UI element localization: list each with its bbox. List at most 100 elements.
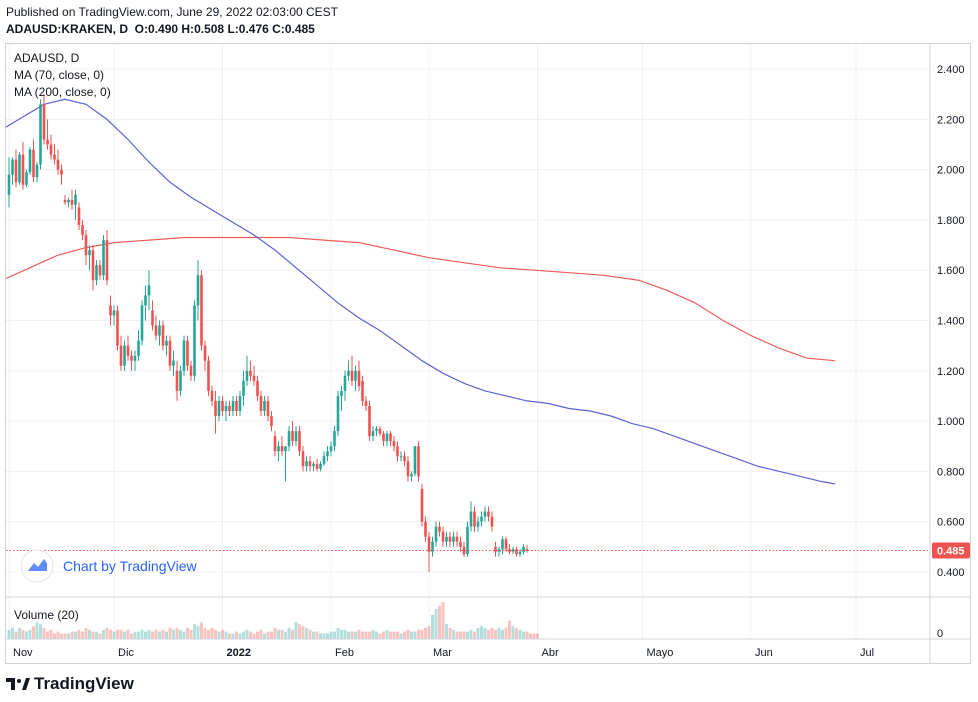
- candle: [466, 521, 469, 557]
- volume-bar: [207, 629, 210, 639]
- volume-bar: [249, 631, 252, 639]
- volume-bar: [277, 629, 280, 639]
- candle: [389, 431, 392, 447]
- candle: [126, 335, 130, 361]
- published-caption: Published on TradingView.com, June 29, 2…: [6, 5, 338, 19]
- candle: [238, 390, 242, 417]
- candle: [490, 511, 494, 532]
- y-tick-label: 2.000: [937, 165, 965, 177]
- volume-bar: [147, 629, 151, 639]
- candle: [368, 400, 371, 442]
- candle: [189, 360, 193, 381]
- y-tick-label: 1.000: [937, 416, 965, 428]
- candle: [49, 134, 53, 160]
- candle: [151, 300, 154, 331]
- candle: [525, 544, 529, 553]
- volume-bar: [81, 631, 84, 639]
- close-label: C:: [272, 22, 285, 36]
- candle: [228, 400, 231, 417]
- candle: [249, 360, 252, 381]
- volume-bar: [515, 627, 518, 639]
- volume-bar: [77, 629, 81, 639]
- candle: [375, 426, 378, 437]
- watermark-text[interactable]: Chart by TradingView: [63, 558, 197, 574]
- candle: [448, 531, 452, 547]
- candle: [224, 400, 228, 422]
- candle: [427, 531, 431, 572]
- x-tick-label: Feb: [335, 647, 354, 659]
- candle: [193, 300, 196, 381]
- axes-layer: 2.400 2.200 2.000 1.800 1.600 1.400 1.200 1.000…: [6, 44, 970, 663]
- volume-bar: [420, 629, 424, 639]
- candle: [413, 446, 417, 477]
- volume-bar: [406, 629, 410, 639]
- candle: [60, 164, 63, 185]
- volume-bar: [280, 629, 284, 639]
- volume-bar: [385, 629, 389, 639]
- volume-bar: [42, 627, 46, 639]
- volume-bar: [116, 629, 119, 639]
- volume-bar: [525, 631, 529, 639]
- candle: [501, 536, 504, 555]
- footer-brand[interactable]: TradingView: [6, 674, 134, 694]
- volume-bar: [270, 631, 273, 639]
- close-value: 0.485: [284, 22, 315, 36]
- candle: [378, 426, 382, 437]
- candle: [242, 370, 245, 406]
- candle: [340, 385, 343, 411]
- candle: [154, 315, 158, 341]
- x-tick-label: Jul: [860, 647, 874, 659]
- volume-bar: [462, 631, 466, 639]
- volume-bar: [452, 629, 455, 639]
- candle: [70, 189, 74, 210]
- volume-bar: [179, 629, 182, 639]
- volume-bar: [172, 629, 175, 639]
- volume-bar: [536, 633, 539, 639]
- candle: [396, 441, 399, 462]
- watermark[interactable]: Chart by TradingView: [20, 549, 197, 583]
- volume-bar: [35, 622, 39, 639]
- candle: [284, 446, 287, 482]
- volume-bar: [322, 633, 326, 639]
- volume-bar: [263, 633, 266, 639]
- volume-bar: [291, 629, 294, 639]
- candle: [245, 355, 249, 386]
- candle: [35, 162, 39, 183]
- price-chart[interactable]: 2.400 2.200 2.000 1.800 1.600 1.400 1.200 1.000…: [1, 44, 970, 663]
- volume-bar: [123, 631, 126, 639]
- volume-bar: [137, 631, 140, 639]
- volume-bar: [21, 629, 25, 639]
- volume-bar: [403, 631, 406, 639]
- volume-bar: [84, 627, 88, 639]
- volume-bar: [25, 631, 28, 639]
- candle: [469, 501, 473, 532]
- volume-bar: [11, 627, 14, 639]
- candle: [424, 516, 427, 542]
- candle: [252, 365, 256, 386]
- volume-bar: [392, 631, 396, 639]
- volume-bar: [266, 631, 270, 639]
- volume-bar: [224, 631, 228, 639]
- volume-bar: [189, 629, 193, 639]
- candle: [315, 458, 319, 472]
- candle: [319, 461, 322, 472]
- chart-frame[interactable]: 2.400 2.200 2.000 1.800 1.600 1.400 1.200 1.000…: [1, 43, 971, 664]
- candle: [270, 410, 273, 432]
- candle: [196, 260, 200, 321]
- volume-bar: [221, 629, 224, 639]
- volume-bar: [238, 633, 242, 639]
- volume-bar: [200, 622, 203, 639]
- volume-bar: [518, 629, 522, 639]
- candle: [480, 511, 483, 527]
- y-tick-label: 2.200: [937, 114, 965, 126]
- candle: [84, 230, 88, 266]
- volume-bar: [158, 631, 161, 639]
- volume-bar: [522, 631, 525, 639]
- candle: [294, 426, 298, 447]
- candle: [102, 235, 105, 281]
- candle: [105, 230, 109, 286]
- candle: [329, 441, 333, 457]
- volume-bar: [483, 627, 487, 639]
- volume-bar: [46, 631, 49, 639]
- y-tick-label: 1.800: [937, 215, 965, 227]
